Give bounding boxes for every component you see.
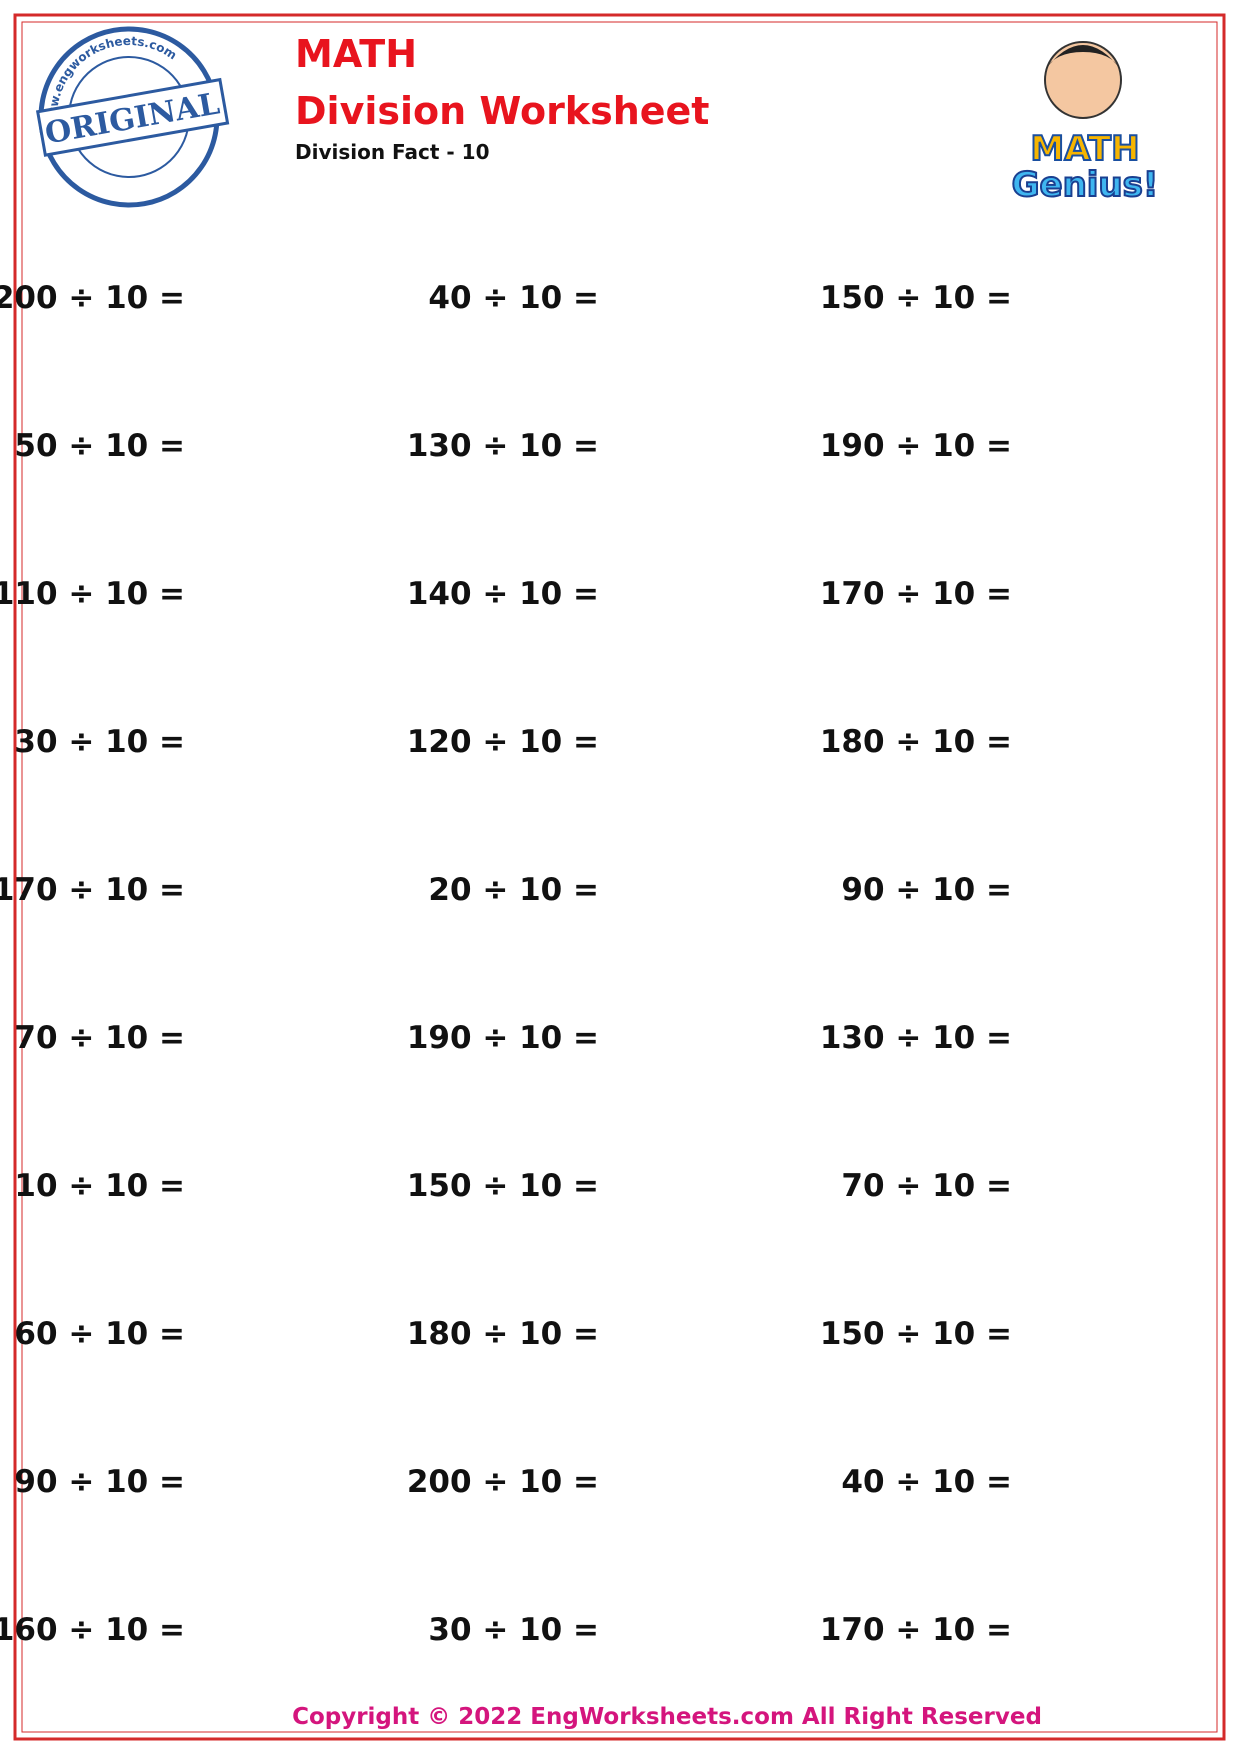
stamp: www.engworksheets.com ORIGINAL: [33, 25, 230, 208]
subtitle: Division Fact - 10: [295, 140, 490, 164]
problem: 60 ÷ 10 =: [14, 1316, 185, 1352]
logo-line2: Genius!: [1012, 165, 1159, 205]
problem: 170 ÷ 10 =: [820, 1612, 1012, 1648]
problem: 150 ÷ 10 =: [820, 1316, 1012, 1352]
copyright: Copyright © 2022 EngWorksheets.com All R…: [292, 1704, 1042, 1730]
problem: 200 ÷ 10 =: [407, 1464, 599, 1500]
problem: 180 ÷ 10 =: [407, 1316, 599, 1352]
problem: 160 ÷ 10 =: [0, 1612, 185, 1648]
problem: 130 ÷ 10 =: [820, 1020, 1012, 1056]
problem: 40 ÷ 10 =: [841, 1464, 1012, 1500]
page-border: [13, 13, 1226, 1741]
title: Division Worksheet: [295, 89, 709, 133]
problem: 30 ÷ 10 =: [428, 1612, 599, 1648]
problem: 130 ÷ 10 =: [407, 428, 599, 464]
problem: 200 ÷ 10 =: [0, 280, 185, 316]
problem: 30 ÷ 10 =: [14, 724, 185, 760]
problem: 140 ÷ 10 =: [407, 576, 599, 612]
problem: 170 ÷ 10 =: [0, 872, 185, 908]
problem: 150 ÷ 10 =: [407, 1168, 599, 1204]
problem: 180 ÷ 10 =: [820, 724, 1012, 760]
inner-border: [21, 21, 1218, 1733]
problem: 190 ÷ 10 =: [820, 428, 1012, 464]
problem: 50 ÷ 10 =: [14, 428, 185, 464]
problem: 90 ÷ 10 =: [841, 872, 1012, 908]
problem-grid: 200 ÷ 10 = 40 ÷ 10 = 150 ÷ 10 = 50 ÷ 10 = 13…: [0, 280, 1012, 1648]
problem: 110 ÷ 10 =: [0, 576, 185, 612]
logo: MATH Genius!: [1011, 41, 1159, 206]
problem: 190 ÷ 10 =: [407, 1020, 599, 1056]
subject: MATH: [295, 32, 417, 76]
problem: 10 ÷ 10 =: [14, 1168, 185, 1204]
problem: 90 ÷ 10 =: [14, 1464, 185, 1500]
problem: 70 ÷ 10 =: [841, 1168, 1012, 1204]
problem: 40 ÷ 10 =: [428, 280, 599, 316]
logo-line1: MATH: [1030, 129, 1139, 169]
problem: 70 ÷ 10 =: [14, 1020, 185, 1056]
problem: 120 ÷ 10 =: [407, 724, 599, 760]
problem: 20 ÷ 10 =: [428, 872, 599, 908]
problem: 150 ÷ 10 =: [820, 280, 1012, 316]
problem: 170 ÷ 10 =: [820, 576, 1012, 612]
